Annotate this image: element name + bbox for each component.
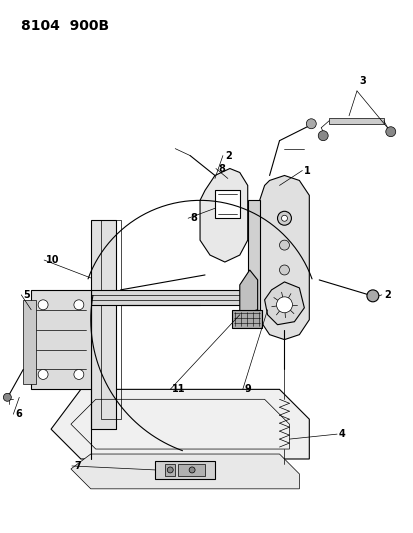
Polygon shape <box>247 200 259 310</box>
Text: 8: 8 <box>190 213 197 223</box>
Polygon shape <box>71 454 299 489</box>
Text: 3: 3 <box>358 76 365 86</box>
Circle shape <box>189 467 195 473</box>
Circle shape <box>306 119 316 129</box>
Polygon shape <box>214 190 239 218</box>
Circle shape <box>74 369 83 379</box>
Text: 2: 2 <box>383 290 389 300</box>
Polygon shape <box>328 118 383 124</box>
Polygon shape <box>90 220 115 429</box>
Circle shape <box>318 131 328 141</box>
Polygon shape <box>178 464 204 476</box>
Circle shape <box>279 240 289 250</box>
Circle shape <box>167 467 173 473</box>
Text: 11: 11 <box>172 384 185 394</box>
Circle shape <box>281 215 287 221</box>
Circle shape <box>366 290 378 302</box>
Circle shape <box>38 369 48 379</box>
Polygon shape <box>199 168 247 262</box>
Text: 9: 9 <box>244 384 251 394</box>
Polygon shape <box>264 282 304 325</box>
Circle shape <box>38 300 48 310</box>
Text: 2: 2 <box>224 151 231 160</box>
Text: 4: 4 <box>338 429 345 439</box>
Circle shape <box>3 393 11 401</box>
Text: 6: 6 <box>15 409 22 419</box>
Polygon shape <box>155 461 214 479</box>
Circle shape <box>385 127 395 136</box>
Circle shape <box>277 211 291 225</box>
Text: 5: 5 <box>23 290 30 300</box>
Circle shape <box>279 265 289 275</box>
Text: 7: 7 <box>74 461 81 471</box>
Polygon shape <box>259 175 309 340</box>
Text: 8: 8 <box>217 164 224 174</box>
Polygon shape <box>231 310 261 328</box>
Polygon shape <box>165 464 175 476</box>
Polygon shape <box>90 290 279 305</box>
Text: 1: 1 <box>304 166 310 175</box>
Polygon shape <box>23 300 36 384</box>
Polygon shape <box>31 290 90 389</box>
Polygon shape <box>51 389 309 459</box>
Circle shape <box>74 300 83 310</box>
Text: 8104  900B: 8104 900B <box>21 19 109 33</box>
Polygon shape <box>239 270 257 315</box>
Text: 10: 10 <box>46 255 59 265</box>
Circle shape <box>276 297 292 313</box>
